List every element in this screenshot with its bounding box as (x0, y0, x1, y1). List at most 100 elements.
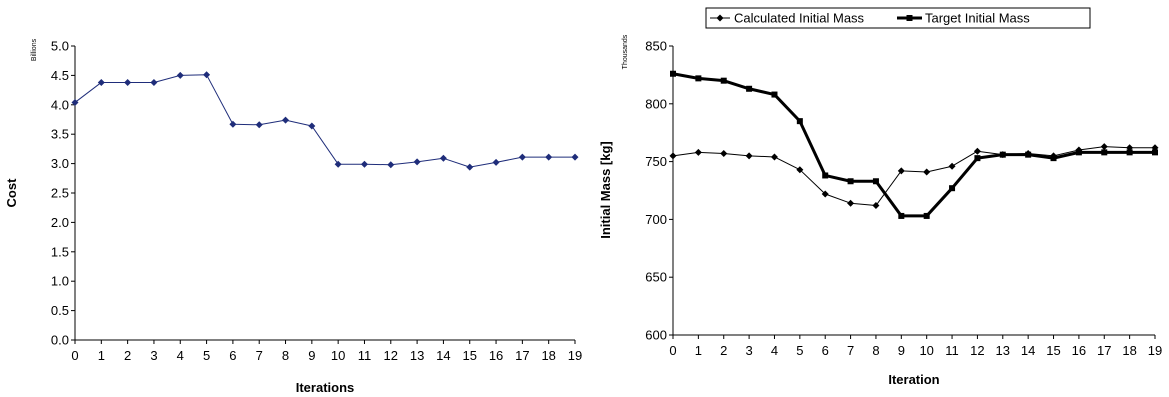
data-point-diamond (720, 150, 728, 158)
y-tick-label: 750 (645, 154, 667, 169)
x-tick-label: 19 (568, 348, 582, 363)
y-tick-label: 700 (645, 212, 667, 227)
data-point-square (695, 75, 702, 82)
x-tick-label: 7 (847, 343, 854, 358)
data-point-square (1050, 155, 1057, 162)
x-tick-label: 0 (71, 348, 78, 363)
x-tick-label: 15 (1046, 343, 1060, 358)
y-units-label: Thousands (622, 34, 629, 69)
x-tick-label: 4 (177, 348, 184, 363)
data-point-diamond (1100, 143, 1108, 151)
chart-1: 0.00.51.01.52.02.53.03.54.04.55.00 1 2 3 4 5 6… (4, 38, 582, 395)
data-point-diamond (203, 71, 211, 79)
data-point-square (847, 178, 854, 185)
x-tick-label: 9 (898, 343, 905, 358)
data-point-square (974, 155, 981, 162)
y-tick-label: 3.0 (51, 156, 69, 171)
data-point-square (923, 212, 930, 219)
x-tick-label: 15 (463, 348, 477, 363)
x-tick-label: 17 (515, 348, 529, 363)
data-point-diamond (176, 71, 184, 79)
data-point-diamond (518, 153, 526, 161)
legend-label: Target Initial Mass (925, 11, 1030, 26)
series-line (672, 72, 1155, 218)
x-tick-label: 1 (695, 343, 702, 358)
y-tick-label: 2.5 (51, 186, 69, 201)
y-tick-label: 1.5 (51, 244, 69, 259)
data-point-diamond (694, 148, 702, 156)
x-tick-label: 12 (970, 343, 984, 358)
data-point-diamond (571, 153, 579, 161)
data-point-diamond (413, 158, 421, 166)
x-tick-label: 5 (203, 348, 210, 363)
data-point-square (1025, 151, 1032, 158)
y-tick-label: 1.0 (51, 274, 69, 289)
x-tick-label: 6 (229, 348, 236, 363)
data-point-diamond (466, 163, 474, 171)
data-point-diamond (872, 202, 880, 210)
x-tick-label: 13 (996, 343, 1010, 358)
y-tick-label: 850 (645, 39, 667, 54)
data-point-diamond (545, 153, 553, 161)
x-tick-label: 0 (669, 343, 676, 358)
y-tick-label: 650 (645, 270, 667, 285)
y-axis-title: Cost (4, 178, 19, 208)
x-tick-label: 2 (720, 343, 727, 358)
data-point-square (949, 185, 956, 192)
x-tick-label: 8 (282, 348, 289, 363)
y-tick-label: 3.5 (51, 127, 69, 142)
data-point-diamond (97, 78, 105, 86)
data-point-diamond (770, 153, 778, 161)
x-tick-label: 14 (1021, 343, 1035, 358)
data-point-diamond (897, 167, 905, 175)
data-point-square (999, 151, 1006, 158)
y-tick-label: 0.5 (51, 303, 69, 318)
x-tick-label: 7 (256, 348, 263, 363)
x-tick-label: 11 (945, 343, 959, 358)
x-tick-label: 16 (1072, 343, 1086, 358)
data-point-diamond (669, 152, 677, 160)
data-point-square (898, 212, 905, 219)
x-tick-label: 6 (822, 343, 829, 358)
data-point-diamond (282, 116, 290, 124)
series-line (74, 74, 575, 168)
x-tick-label: 4 (771, 343, 778, 358)
x-tick-label: 5 (796, 343, 803, 358)
y-tick-label: 800 (645, 96, 667, 111)
y-tick-label: 5.0 (51, 39, 69, 54)
x-tick-label: 12 (384, 348, 398, 363)
x-tick-label: 3 (745, 343, 752, 358)
x-tick-label: 3 (150, 348, 157, 363)
data-point-diamond (334, 160, 342, 168)
y-tick-label: 600 (645, 328, 667, 343)
data-point-square (796, 118, 803, 125)
data-point-diamond (124, 78, 132, 86)
x-tick-label: 11 (358, 348, 372, 363)
data-point-square (720, 77, 727, 84)
x-tick-label: 16 (489, 348, 503, 363)
x-axis-title: Iterations (296, 380, 355, 395)
legend: Calculated Initial Mass Target Initial Ma… (705, 7, 1091, 29)
x-tick-label: 2 (124, 348, 131, 363)
data-point-square (1075, 149, 1082, 156)
x-tick-label: 10 (331, 348, 345, 363)
data-point-square (1101, 149, 1108, 156)
legend-label: Calculated Initial Mass (734, 11, 865, 26)
legend-marker-square (906, 15, 913, 21)
data-point-diamond (821, 190, 829, 198)
x-tick-label: 10 (919, 343, 933, 358)
data-point-diamond (745, 152, 753, 160)
x-tick-label: 13 (410, 348, 424, 363)
data-point-diamond (973, 147, 981, 155)
y-units-label: Billions (31, 38, 38, 61)
x-tick-label: 19 (1148, 343, 1162, 358)
x-tick-label: 18 (1122, 343, 1136, 358)
data-point-square (771, 91, 778, 98)
data-point-diamond (308, 122, 316, 130)
x-tick-label: 9 (308, 348, 315, 363)
x-axis-title: Iteration (888, 372, 939, 387)
data-point-square (1126, 149, 1133, 156)
data-point-square (746, 85, 753, 92)
x-tick-label: 1 (98, 348, 105, 363)
